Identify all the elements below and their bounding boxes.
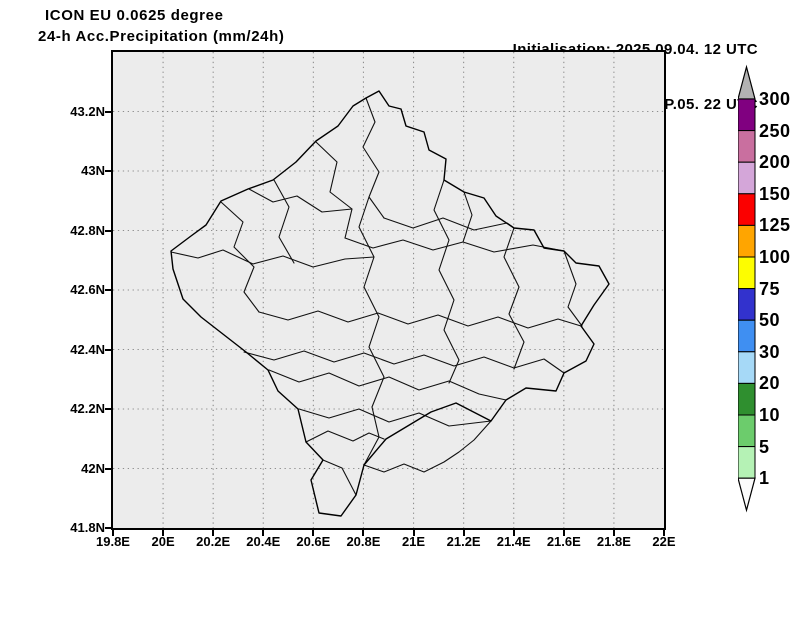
- colorbar-tick-label: 200: [759, 152, 791, 173]
- municipality-border: [170, 249, 375, 268]
- model-title: ICON EU 0.0625 degree: [45, 7, 224, 24]
- colorbar-tick-label: 75: [759, 278, 781, 299]
- municipality-border: [220, 201, 260, 313]
- lon-axis-tick: [512, 530, 515, 536]
- municipality-border: [344, 237, 565, 253]
- lon-axis-tick: [212, 530, 215, 536]
- lon-tick-label: 21.8E: [596, 534, 631, 549]
- map-canvas: [113, 52, 664, 528]
- lon-axis-tick: [663, 530, 665, 536]
- lon-tick-label: 21E: [401, 534, 426, 549]
- lon-tick-label: 21.2E: [446, 534, 481, 549]
- lon-tick-label: 20.4E: [246, 534, 281, 549]
- lat-axis-tick: [105, 527, 111, 529]
- municipality-border: [503, 227, 525, 370]
- lat-tick-label: 42N: [81, 460, 105, 476]
- municipality-border: [358, 196, 385, 466]
- map-plot-area: [111, 50, 666, 530]
- colorbar-segment: [738, 351, 756, 384]
- colorbar-tick-label: 10: [759, 405, 781, 425]
- lon-axis-tick: [262, 530, 265, 536]
- colorbar-segment: [738, 98, 756, 132]
- lat-axis-tick: [105, 467, 111, 470]
- municipality-border: [362, 97, 385, 219]
- municipality-border: [433, 179, 460, 384]
- lat-axis-tick: [105, 110, 111, 113]
- lon-axis-tick: [562, 530, 565, 536]
- municipality-border: [305, 430, 385, 443]
- colorbar-segment: [738, 319, 756, 353]
- lat-tick-label: 42.2N: [70, 401, 105, 416]
- colorbar-segment: [738, 256, 756, 290]
- lat-axis-tick: [105, 348, 111, 351]
- colorbar-tick-label: 30: [759, 341, 781, 362]
- lon-tick-label: 20E: [151, 534, 175, 549]
- colorbar-tick-label: 5: [759, 436, 770, 457]
- municipality-border: [268, 369, 507, 401]
- lat-tick-label: 43N: [81, 163, 105, 178]
- colorbar-tick-label: 1: [759, 468, 770, 489]
- lat-tick-label: 42.4N: [70, 341, 105, 357]
- lon-axis-tick: [362, 530, 365, 536]
- lat-axis-tick: [105, 229, 111, 232]
- lon-axis-tick: [412, 530, 415, 536]
- municipality-border: [315, 141, 353, 239]
- precipitation-colorbar: 300 250 200 150 125 100 75 50 30 20 10 5 1: [738, 60, 800, 520]
- lon-tick-label: 22E: [652, 534, 676, 549]
- municipality-border: [248, 188, 353, 213]
- lon-axis-tick: [162, 530, 165, 536]
- colorbar-segment: [738, 130, 756, 163]
- municipality-border: [298, 408, 492, 427]
- lon-tick-label: 21.4E: [496, 534, 531, 549]
- colorbar-segment: [738, 224, 756, 258]
- colorbar-segment: [738, 161, 756, 195]
- colorbar-tick-label: 300: [759, 89, 791, 109]
- lat-axis-tick: [105, 289, 111, 291]
- colorbar-tick-label: 250: [759, 120, 791, 141]
- lon-axis-tick: [112, 530, 114, 536]
- lat-tick-label: 42.6N: [70, 282, 105, 297]
- colorbar-segment: [738, 288, 756, 321]
- municipality-border: [258, 310, 582, 329]
- colorbar-tick-label: 20: [759, 373, 781, 394]
- municipality-border: [363, 420, 492, 473]
- lon-tick-label: 21.6E: [546, 534, 581, 549]
- colorbar-segment: [738, 193, 756, 226]
- lon-axis-tick: [312, 530, 315, 536]
- lon-tick-label: 20.6E: [296, 534, 331, 549]
- lat-axis-tick: [105, 408, 111, 410]
- lon-tick-label: 20.2E: [196, 534, 231, 549]
- colorbar-scale: [738, 64, 756, 513]
- lon-axis-tick: [612, 530, 615, 536]
- lon-axis-tick: [462, 530, 465, 536]
- lat-tick-label: 42.8N: [70, 222, 105, 238]
- colorbar-tick-label: 125: [759, 215, 791, 236]
- municipality-border: [322, 459, 357, 496]
- lon-tick-label: 20.8E: [346, 534, 381, 549]
- municipality-border: [383, 217, 515, 231]
- municipality-border: [243, 350, 565, 374]
- lat-tick-label: 43.2N: [70, 103, 105, 119]
- colorbar-segment: [738, 382, 756, 416]
- lon-tick-label: 19.8E: [96, 534, 130, 549]
- lat-axis-tick: [105, 170, 111, 172]
- colorbar-tick-label: 50: [759, 310, 781, 331]
- colorbar-under-arrow: [738, 477, 756, 513]
- colorbar-tick-label: 100: [759, 247, 791, 267]
- municipality-border: [563, 250, 583, 327]
- colorbar-segment: [738, 446, 756, 479]
- municipality-border: [462, 191, 473, 243]
- product-title: 24-h Acc.Precipitation (mm/24h): [38, 28, 285, 45]
- colorbar-segment: [738, 414, 756, 448]
- country-outline: [170, 90, 610, 517]
- colorbar-tick-label: 150: [759, 183, 791, 204]
- lat-tick-label: 41.8N: [70, 520, 105, 535]
- colorbar-over-arrow: [738, 64, 756, 100]
- municipality-border: [273, 179, 295, 264]
